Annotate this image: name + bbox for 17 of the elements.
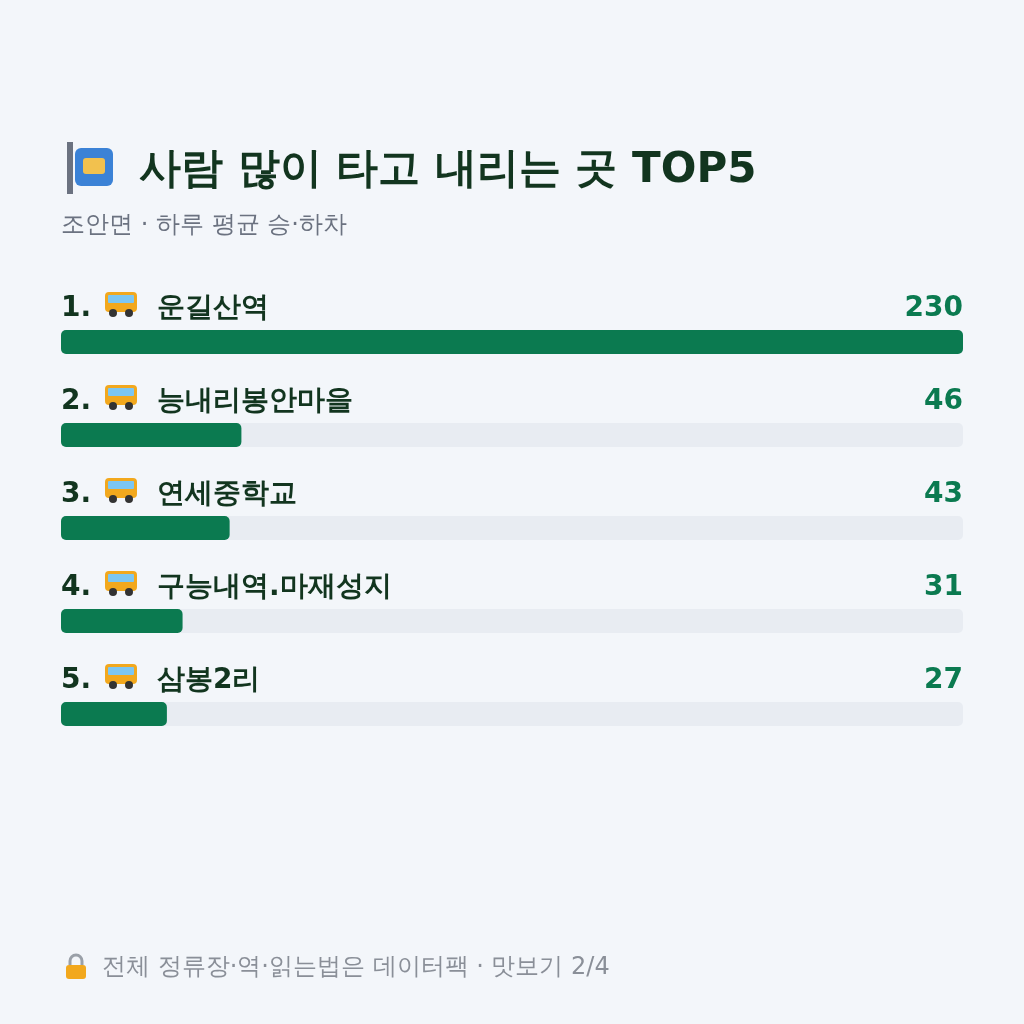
category-label: 3. 연세중학교 [61,476,297,509]
bar [61,516,230,540]
bar [61,609,183,633]
data-label: 230 [904,290,963,323]
text: 전체 정류장·역·읽는법은 데이터팩 · 맛보기 2/4 [102,951,610,982]
data-label: 27 [924,662,963,695]
data-label: 46 [924,383,963,416]
chart-subtitle: 조안면 · 하루 평균 승·하차 [61,209,347,240]
chart-title: 사람 많이 타고 내리는 곳 TOP5 [139,142,757,194]
bar [61,423,242,447]
category-label: 1. 운길산역 [61,290,269,323]
category-label: 4. 구능내역.마재성지 [61,569,392,602]
data-label: 31 [924,569,963,602]
bar [61,702,167,726]
data-label: 43 [924,476,963,509]
category-label: 5. 삼봉2리 [61,662,261,695]
category-label: 2. 능내리봉안마을 [61,383,353,416]
